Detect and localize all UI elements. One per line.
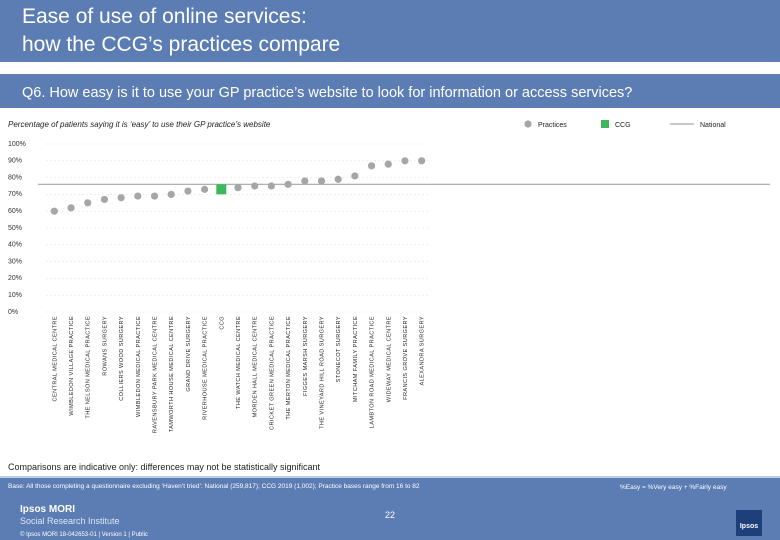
logo-box bbox=[736, 510, 762, 536]
x-tick-label: THE WATCH MEDICAL CENTRE bbox=[236, 316, 242, 409]
y-tick-label: 100% bbox=[8, 141, 26, 148]
x-tick-label: FRANCIS GROVE SURGERY bbox=[403, 316, 409, 400]
x-tick-label: RIVERHOUSE MEDICAL PRACTICE bbox=[203, 316, 209, 420]
plot: 0% 10% 20% 30% 40% 50% 60% 70% 80% 90% 100% CENTRAL… bbox=[8, 141, 770, 433]
title: how the CCG’s practices compare bbox=[22, 33, 340, 56]
practice-dot bbox=[301, 177, 309, 185]
x-tick-label: TAMWORTH HOUSE MEDICAL CENTRE bbox=[169, 316, 175, 432]
y-tick-label: 60% bbox=[8, 208, 22, 215]
practice-dot bbox=[84, 199, 92, 207]
practice-dot bbox=[418, 157, 426, 165]
practice-dot bbox=[117, 194, 125, 202]
y-tick-label: 20% bbox=[8, 275, 22, 282]
x-tick-label: WIDEWAY MEDICAL CENTRE bbox=[386, 316, 392, 402]
x-tick-label: COLLIERS WOOD SURGERY bbox=[119, 316, 125, 401]
x-tick-label: STONECOT SURGERY bbox=[336, 316, 342, 382]
practice-dot bbox=[367, 162, 376, 170]
legend-swatch bbox=[524, 120, 532, 128]
practice-dot bbox=[184, 187, 192, 195]
x-tick-label: ALEXANDRA SURGERY bbox=[420, 316, 426, 386]
x-tick-label: WIMBLEDON VILLAGE PRACTICE bbox=[69, 316, 75, 416]
note: Comparisons are indicative only: differe… bbox=[8, 462, 320, 472]
practice-dot bbox=[234, 184, 242, 192]
practice-dot bbox=[100, 195, 109, 204]
y-tick-label: 0% bbox=[8, 309, 18, 316]
x-tick-label: THE VINEYARD HILL ROAD SURGERY bbox=[319, 316, 325, 429]
x-tick-label: ROWANS SURGERY bbox=[102, 316, 108, 376]
x-tick-label: THE MERTON MEDICAL PRACTICE bbox=[286, 316, 292, 420]
x-tick-label: WIMBLEDON MEDICAL PRACTICE bbox=[136, 316, 142, 417]
x-tick-label: LAMBTON ROAD MEDICAL PRACTICE bbox=[370, 316, 376, 428]
practice-dot bbox=[50, 207, 58, 215]
y-tick-label: 90% bbox=[8, 158, 22, 165]
base: Base: All those completing a questionnai… bbox=[8, 483, 420, 490]
x-tick-label: CCG bbox=[219, 316, 225, 330]
y-tick-label: 50% bbox=[8, 225, 22, 232]
title: Ease of use of online services: bbox=[22, 5, 307, 28]
legend-label: Practices bbox=[538, 122, 567, 129]
x-tick-label: RAVENSBURY PARK MEDICAL CENTRE bbox=[153, 316, 159, 433]
practice-dot bbox=[267, 182, 275, 190]
copyright: © Ipsos MORI 18-042653-01 | Version 1 | … bbox=[20, 531, 148, 538]
x-tick-label: FIGGES MARSH SURGERY bbox=[303, 316, 309, 396]
legend-label: National bbox=[700, 122, 726, 129]
practice-dot bbox=[401, 157, 409, 165]
practice-dot bbox=[351, 172, 359, 180]
ccg-marker bbox=[216, 184, 227, 195]
legend-label: CCG bbox=[615, 122, 631, 129]
practice-dot bbox=[334, 175, 342, 183]
page-number: 22 bbox=[385, 510, 395, 520]
y-tick-label: 10% bbox=[8, 292, 22, 299]
x-tick-label: GRAND DRIVE SURGERY bbox=[186, 316, 192, 392]
practice-dot bbox=[251, 182, 259, 190]
practice-dot bbox=[134, 192, 142, 200]
practice-dot bbox=[284, 180, 292, 188]
x-tick-label: CRICKET GREEN MEDICAL PRACTICE bbox=[269, 316, 275, 430]
x-tick-label: CENTRAL MEDICAL CENTRE bbox=[52, 316, 58, 401]
question: Q6. How easy is it to use your GP practi… bbox=[22, 85, 632, 101]
practice-dot bbox=[201, 185, 209, 193]
x-tick-label: MITCHAM FAMILY PRACTICE bbox=[353, 316, 359, 402]
definition: %Easy = %Very easy + %Fairly easy bbox=[620, 484, 727, 491]
question-band bbox=[0, 74, 780, 108]
practice-dot bbox=[150, 192, 159, 200]
y-tick-label: 30% bbox=[8, 258, 22, 265]
y-tick-label: 40% bbox=[8, 242, 22, 249]
x-tick-label: MORDEN HALL MEDICAL CENTRE bbox=[253, 316, 259, 417]
legend-swatch bbox=[601, 120, 609, 128]
footer-band bbox=[0, 478, 780, 540]
brand: Ipsos MORI bbox=[20, 504, 75, 515]
legend: Practices CCG National bbox=[524, 120, 726, 129]
x-tick-label: THE NELSON MEDICAL PRACTICE bbox=[86, 316, 92, 419]
y-tick-label: 80% bbox=[8, 174, 22, 181]
practice-dot bbox=[384, 160, 392, 168]
logo: Ipsos bbox=[740, 523, 758, 530]
practice-dot bbox=[317, 177, 326, 185]
brand-sub: Social Research Institute bbox=[20, 516, 120, 526]
subtitle: Percentage of patients saying it is ‘eas… bbox=[8, 120, 271, 129]
practice-dot bbox=[167, 190, 175, 198]
header-band bbox=[0, 0, 780, 62]
practice-dot bbox=[67, 204, 75, 212]
y-tick-label: 70% bbox=[8, 191, 22, 198]
